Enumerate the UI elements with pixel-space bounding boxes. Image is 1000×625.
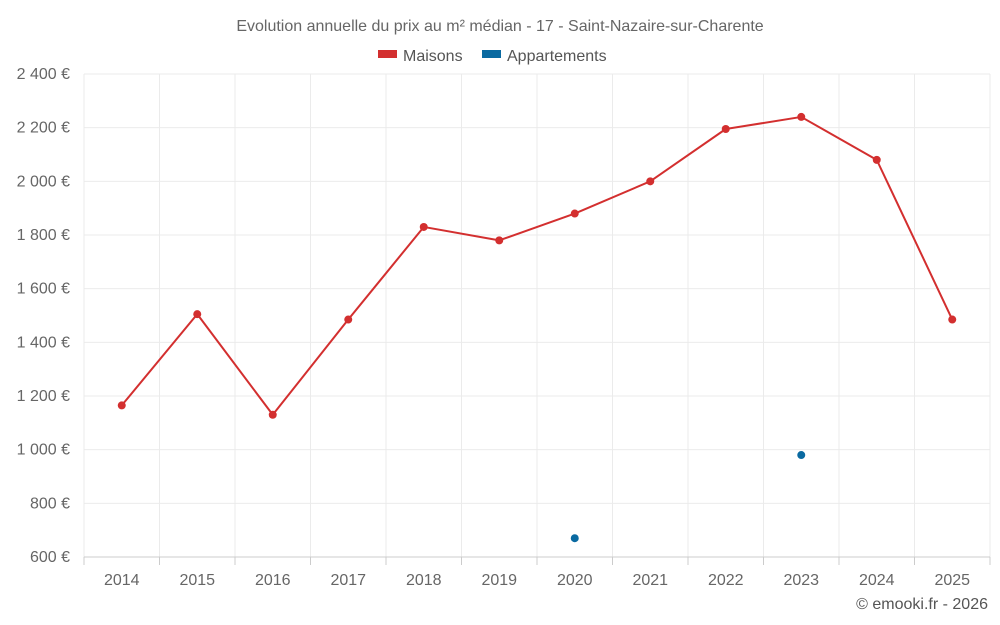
y-axis: 600 € 800 € 1 000 € 1 200 € 1 400 € 1 600 € 1 … (17, 66, 70, 566)
x-tick-label: 2014 (104, 572, 140, 589)
x-tick-label: 2018 (406, 572, 442, 589)
x-axis: 2014 2015 2016 2017 2018 2019 2020 2021 2022 2023… (83, 556, 991, 589)
legend-label-appartements[interactable]: Appartements (507, 48, 607, 65)
y-tick-label: 2 200 € (17, 120, 70, 137)
data-point-maisons[interactable] (872, 155, 881, 164)
y-tick-label: 600 € (30, 549, 70, 566)
y-tick-label: 2 400 € (17, 66, 70, 83)
x-tick-label: 2016 (255, 572, 291, 589)
x-tick-label: 2025 (934, 572, 970, 589)
x-tick-label: 2021 (632, 572, 668, 589)
y-tick-label: 1 400 € (17, 334, 70, 351)
series-appartements (570, 451, 806, 543)
x-tick-label: 2019 (481, 572, 517, 589)
legend[interactable]: Maisons Appartements (378, 48, 607, 65)
series-line-maisons (120, 115, 954, 416)
y-tick-label: 1 800 € (17, 227, 70, 244)
series-maisons (117, 112, 957, 419)
y-tick-label: 800 € (30, 495, 70, 512)
x-tick-label: 2020 (557, 572, 593, 589)
x-tick-label: 2024 (859, 572, 895, 589)
y-tick-label: 1 200 € (17, 388, 70, 405)
data-point-appartements[interactable] (570, 534, 579, 543)
data-point-maisons[interactable] (268, 410, 277, 419)
legend-label-maisons[interactable]: Maisons (403, 48, 463, 65)
data-point-maisons[interactable] (646, 177, 655, 186)
y-tick-label: 1 600 € (17, 281, 70, 298)
data-point-maisons[interactable] (193, 310, 202, 319)
data-point-maisons[interactable] (495, 236, 504, 245)
data-point-maisons[interactable] (419, 222, 428, 231)
data-point-maisons[interactable] (797, 112, 806, 121)
data-point-maisons[interactable] (948, 315, 957, 324)
data-point-maisons[interactable] (721, 125, 730, 134)
legend-swatch-appartements (482, 50, 501, 58)
y-tick-label: 1 000 € (17, 442, 70, 459)
data-point-maisons[interactable] (570, 209, 579, 218)
data-point-maisons[interactable] (117, 401, 126, 410)
legend-swatch-maisons (378, 50, 397, 58)
x-tick-label: 2017 (330, 572, 366, 589)
y-tick-label: 2 000 € (17, 173, 70, 190)
x-tick-label: 2015 (179, 572, 215, 589)
chart-title: Evolution annuelle du prix au m² médian … (236, 18, 763, 35)
grid (83, 73, 991, 557)
x-tick-label: 2022 (708, 572, 744, 589)
series (117, 112, 957, 543)
data-point-appartements[interactable] (797, 451, 806, 460)
x-tick-label: 2023 (783, 572, 819, 589)
credit-text: © emooki.fr - 2026 (856, 596, 988, 613)
data-point-maisons[interactable] (344, 315, 353, 324)
